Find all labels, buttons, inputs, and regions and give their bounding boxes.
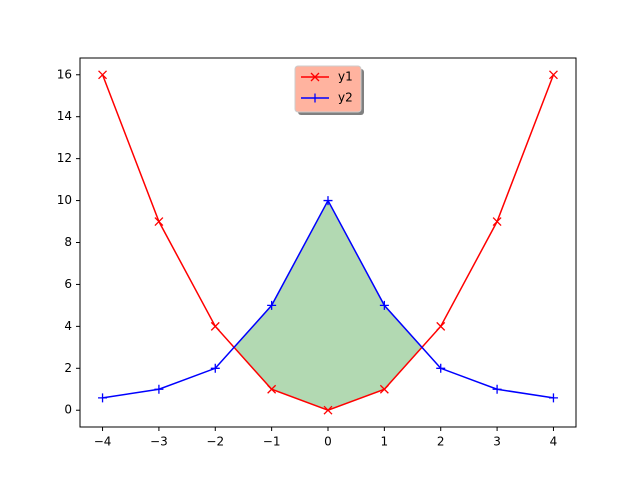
- marker: [98, 393, 108, 403]
- marker: [210, 321, 220, 331]
- fill-between: [234, 200, 422, 411]
- marker: [379, 384, 389, 394]
- x-tick-label: −1: [263, 435, 281, 449]
- y-tick-label: 8: [64, 235, 72, 249]
- marker: [436, 321, 446, 331]
- y-tick-label: 2: [64, 361, 72, 375]
- marker: [323, 405, 333, 415]
- x-tick-label: 2: [437, 435, 445, 449]
- x-tick-label: −4: [94, 435, 112, 449]
- legend-label: y1: [338, 70, 353, 84]
- y-tick-label: 12: [57, 151, 72, 165]
- y-tick-label: 0: [64, 403, 72, 417]
- x-tick-label: 4: [550, 435, 558, 449]
- marker: [379, 300, 389, 310]
- legend-label: y2: [338, 91, 353, 105]
- x-tick-label: −3: [150, 435, 168, 449]
- marker: [267, 384, 277, 394]
- marker: [210, 363, 220, 373]
- marker: [548, 70, 558, 80]
- marker: [492, 384, 502, 394]
- marker: [323, 196, 333, 206]
- marker: [154, 217, 164, 226]
- x-tick-label: 0: [324, 435, 332, 449]
- marker: [98, 70, 108, 80]
- y-tick-label: 14: [57, 109, 72, 123]
- legend-marker: [310, 72, 320, 82]
- marker: [548, 393, 558, 403]
- x-tick-label: −2: [206, 435, 224, 449]
- marker: [436, 363, 446, 373]
- y-tick-label: 6: [64, 277, 72, 291]
- y-tick-label: 10: [57, 193, 72, 207]
- marker: [154, 384, 164, 394]
- x-tick-label: 3: [493, 435, 501, 449]
- y-tick-label: 16: [57, 67, 72, 81]
- marker: [492, 217, 502, 226]
- x-tick-label: 1: [381, 435, 389, 449]
- y-tick-label: 4: [64, 319, 72, 333]
- legend: y1 y2: [294, 65, 364, 115]
- marker: [267, 300, 277, 310]
